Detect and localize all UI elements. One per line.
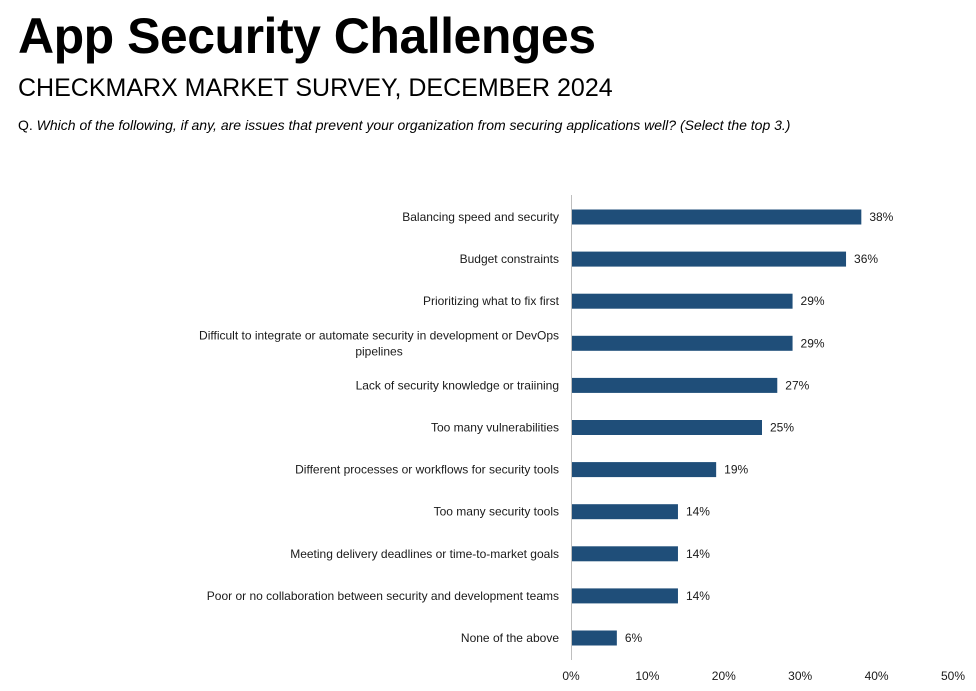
category-label: Too many security tools [434, 505, 559, 519]
bar [572, 335, 793, 351]
bar [572, 251, 847, 267]
category-label: Lack of security knowledge or traiining [356, 378, 559, 392]
bar [572, 377, 778, 393]
data-label: 27% [785, 378, 809, 392]
bar [572, 588, 678, 604]
x-tick-label: 10% [635, 669, 659, 683]
category-label: None of the above [461, 631, 559, 645]
question-prefix: Q. [18, 117, 33, 133]
x-tick-label: 0% [562, 669, 580, 683]
data-label: 14% [686, 589, 710, 603]
x-tick-label: 50% [941, 669, 965, 683]
data-label: 19% [724, 463, 748, 477]
x-tick-label: 20% [712, 669, 736, 683]
survey-question: Q. Which of the following, if any, are i… [18, 116, 790, 134]
category-label: Prioritizing what to fix first [423, 294, 560, 308]
bar [572, 293, 793, 309]
bar [572, 462, 717, 478]
bar [572, 630, 617, 646]
bar [572, 209, 862, 225]
data-label: 14% [686, 505, 710, 519]
category-label: Balancing speed and security [402, 210, 559, 224]
chart-title: App Security Challenges [18, 8, 596, 64]
category-label: Difficult to integrate or automate secur… [199, 328, 559, 342]
category-label: Too many vulnerabilities [431, 421, 559, 435]
category-label: Poor or no collaboration between securit… [207, 589, 559, 603]
bar [572, 420, 762, 435]
category-label: pipelines [355, 344, 402, 358]
data-label: 29% [801, 294, 825, 308]
category-label: Meeting delivery deadlines or time-to-ma… [290, 547, 559, 561]
question-text: Which of the following, if any, are issu… [36, 117, 791, 133]
data-label: 36% [854, 252, 878, 266]
category-label: Budget constraints [460, 252, 559, 266]
data-label: 6% [625, 631, 643, 645]
data-label: 29% [801, 336, 825, 350]
x-tick-label: 30% [788, 669, 812, 683]
bar [572, 504, 678, 520]
data-label: 14% [686, 547, 710, 561]
chart-subtitle: CHECKMARX MARKET SURVEY, DECEMBER 2024 [18, 74, 613, 102]
bar [572, 546, 678, 562]
data-label: 38% [869, 210, 893, 224]
data-label: 25% [770, 421, 794, 435]
x-tick-label: 40% [865, 669, 889, 683]
category-label: Different processes or workflows for sec… [295, 463, 559, 477]
